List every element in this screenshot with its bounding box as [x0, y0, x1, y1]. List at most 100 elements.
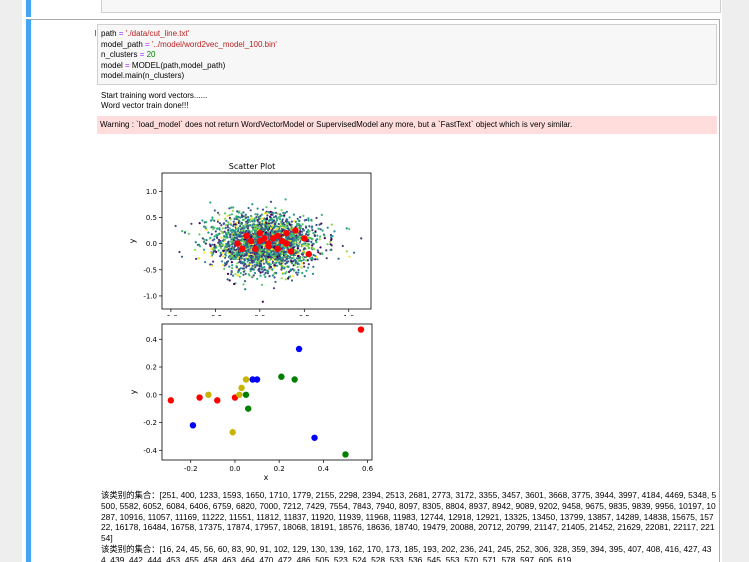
scatter-point [275, 272, 278, 275]
scatter-point [307, 244, 310, 247]
scatter-point [288, 223, 291, 226]
scatter-point [239, 239, 242, 242]
scatter-point [295, 345, 303, 353]
scatter-point [299, 232, 302, 236]
scatter-point [247, 248, 250, 251]
scatter-point [302, 244, 305, 247]
scatter-point [287, 260, 290, 263]
scatter-point [254, 266, 257, 269]
scatter-point [260, 283, 264, 286]
scatter-point [271, 242, 275, 245]
scatter-point [307, 217, 310, 220]
scatter-point [244, 254, 248, 257]
scatter-point [237, 229, 240, 232]
scatter-point [314, 254, 317, 257]
scatter-point [315, 241, 318, 244]
scatter-point [255, 261, 258, 264]
scatter-point [281, 252, 284, 255]
scatter-point [305, 269, 308, 272]
scatter-point [205, 239, 208, 242]
scatter-point [288, 257, 291, 260]
scatter-point [236, 231, 239, 235]
scatter-point [261, 208, 265, 211]
scatter-point [215, 233, 218, 236]
scatter-point [236, 262, 239, 265]
scatter-point [224, 256, 227, 259]
scatter-point [256, 277, 259, 280]
scatter-point [268, 258, 271, 261]
scatter-point [235, 251, 238, 255]
scatter-point [296, 273, 299, 276]
scatter-point [302, 256, 305, 260]
scatter-point [272, 216, 276, 219]
scatter-point [217, 241, 220, 244]
scatter-point [221, 227, 224, 230]
scatter-point [297, 222, 300, 226]
scatter-point [312, 232, 315, 235]
scatter-point [204, 242, 208, 245]
scatter-point [269, 227, 273, 230]
scatter-point [311, 225, 314, 228]
scatter-point [234, 249, 237, 252]
scatter-point [244, 257, 248, 260]
scatter-point [220, 236, 223, 239]
scatter-point [307, 246, 311, 250]
scatter-point [214, 230, 217, 233]
scatter-point [242, 211, 245, 214]
scatter-point [242, 283, 245, 286]
scatter-point [276, 227, 279, 230]
centroid-point [283, 240, 290, 247]
scatter-point [303, 219, 306, 222]
scatter-point [258, 221, 261, 224]
scatter-point [291, 234, 294, 238]
x-tick-label: 1.0 [343, 314, 354, 316]
centroid-point [247, 237, 255, 245]
scatter-point [282, 221, 285, 224]
scatter-point [275, 230, 278, 233]
x-tick-label: 0.5 [299, 314, 310, 316]
scatter-point [237, 274, 240, 277]
scatter-point [224, 251, 227, 254]
scatter-point [262, 262, 265, 265]
scatter-point [218, 227, 221, 230]
scatter-point [221, 232, 224, 235]
scatter-point [329, 233, 332, 237]
centroid-point [301, 235, 308, 242]
scatter-point [245, 266, 248, 269]
scatter-point [203, 238, 206, 241]
scatter-point [231, 254, 234, 257]
scatter-point [303, 275, 306, 278]
y-tick-label: 0.5 [146, 214, 157, 222]
scatter-point [238, 256, 241, 259]
scatter-point [231, 250, 234, 253]
scatter-point [255, 264, 258, 267]
scatter-point [258, 255, 261, 259]
scatter-point [255, 255, 258, 258]
code-cell[interactable]: In [18]: path = './data/cut_line.txt' mo… [26, 19, 720, 562]
x-tick-label: -1.0 [164, 314, 178, 316]
scatter-point [326, 226, 329, 229]
scatter-point [301, 253, 304, 256]
code-input[interactable]: path = './data/cut_line.txt' model_path … [97, 24, 717, 85]
scatter-point [298, 256, 301, 260]
previous-cell-input[interactable] [101, 0, 721, 13]
centroid-point [305, 250, 312, 258]
scatter-point [238, 260, 242, 263]
stdout-line: Word vector train done!!! [101, 101, 189, 110]
scatter-point [254, 213, 257, 216]
scatter-point [258, 246, 261, 249]
scatter-point [299, 216, 302, 219]
scatter-point [294, 258, 297, 262]
x-tick-label: 0.2 [274, 465, 285, 473]
scatter-point [233, 252, 236, 256]
scatter-point [290, 232, 293, 235]
previous-cell[interactable] [26, 0, 721, 17]
scatter-point [213, 219, 216, 222]
cluster-results: 该类别的集合：[251, 400, 1233, 1593, 1650, 1710… [101, 490, 717, 562]
scatter-point [281, 272, 284, 275]
y-tick-label: -0.2 [143, 419, 157, 427]
scatter-point [345, 227, 348, 230]
scatter-point [248, 231, 251, 234]
scatter-point [236, 249, 239, 252]
scatter-point [325, 249, 328, 252]
